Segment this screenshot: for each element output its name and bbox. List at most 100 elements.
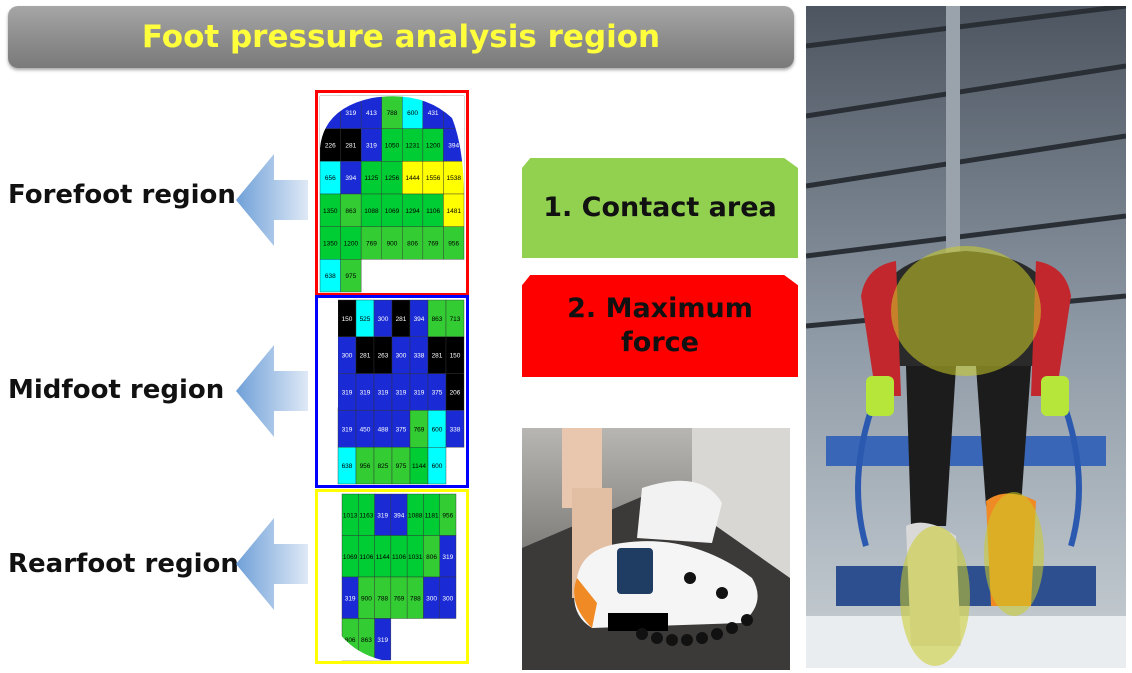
midfoot-cell-value: 150: [450, 353, 461, 360]
foot-pressure-map: 4053194137886004314312262813191050123112…: [312, 88, 472, 666]
forefoot-cell-value: 1294: [405, 208, 420, 215]
forefoot-cell-value: 769: [428, 241, 439, 248]
rearfoot-cell-value: 1106: [392, 554, 406, 561]
rearfoot-cell-value: 900: [361, 595, 372, 602]
rearfoot-cell-value: 1069: [343, 554, 358, 561]
forefoot-cell-value: 319: [345, 110, 356, 117]
forefoot-cell-value: 1088: [364, 208, 379, 215]
foot-outline-mask: [320, 96, 464, 198]
midfoot-cell-value: 281: [360, 353, 371, 360]
midfoot-cell-value: 600: [432, 426, 443, 433]
title-banner: Foot pressure analysis region: [8, 6, 794, 68]
forefoot-cell-value: 1050: [385, 143, 400, 150]
midfoot-cell-value: 281: [396, 316, 407, 323]
midfoot-cell-value: 300: [396, 353, 407, 360]
rearfoot-cell-value: 788: [410, 595, 421, 602]
contact-area-tag: 1. Contact area: [522, 158, 798, 258]
rearfoot-cell-value: 1163: [359, 512, 373, 519]
rearfoot-cell: [439, 576, 457, 619]
forefoot-cell-value: 1069: [385, 208, 400, 215]
maximum-force-label: 2. Maximum force: [567, 293, 753, 358]
rearfoot-cell-value: 806: [345, 637, 356, 644]
forefoot-cell-value: 600: [407, 110, 418, 117]
midfoot-cell: [445, 410, 465, 448]
rearfoot-cell-value: 769: [394, 595, 405, 602]
rearfoot-region-label: Rearfoot region: [8, 549, 239, 579]
forefoot-cell-value: 975: [345, 273, 356, 280]
forefoot-cell-value: 769: [366, 241, 377, 248]
rearfoot-cell: [374, 618, 392, 661]
forefoot-cell: [443, 226, 465, 260]
rearfoot-cell-value: 956: [442, 512, 453, 519]
rearfoot-cell-value: 300: [426, 595, 437, 602]
midfoot-cell-value: 150: [342, 316, 353, 323]
rearfoot-cell-value: 1106: [359, 554, 373, 561]
forefoot-arrow-icon: [236, 154, 308, 246]
rearfoot-region-box: [315, 489, 469, 664]
forefoot-cell-value: 1106: [426, 208, 440, 215]
forefoot-cell-value: 1256: [385, 175, 400, 182]
rearfoot-cell-value: 319: [377, 512, 388, 519]
page-title: Foot pressure analysis region: [141, 19, 661, 55]
rearfoot-cell-value: 319: [377, 637, 388, 644]
contact-area-label: 1. Contact area: [543, 192, 777, 223]
forefoot-region-box: [315, 90, 469, 296]
midfoot-cell-value: 319: [360, 390, 371, 397]
midfoot-cell-value: 450: [360, 426, 371, 433]
midfoot-cell-value: 863: [432, 316, 443, 323]
forefoot-cell-value: 656: [325, 175, 336, 182]
forefoot-cell-value: 413: [366, 110, 377, 117]
midfoot-cell-value: 375: [432, 390, 443, 397]
maximum-force-tag: 2. Maximum force: [522, 275, 798, 377]
rearfoot-cell-value: 1031: [408, 554, 423, 561]
forefoot-cell-value: 863: [345, 208, 356, 215]
forefoot-cell-value: 281: [345, 143, 356, 150]
rearfoot-cell-value: 788: [377, 595, 388, 602]
arch-outline-mask: [320, 300, 338, 408]
midfoot-cell-value: 338: [450, 426, 461, 433]
rearfoot-cell-value: 300: [442, 595, 453, 602]
midfoot-cell-value: 319: [414, 390, 425, 397]
forefoot-region-label: Forefoot region: [8, 180, 236, 210]
forefoot-cell-value: 900: [387, 241, 398, 248]
heel-outline-mask: [320, 588, 464, 660]
forefoot-cell-value: 1444: [405, 175, 420, 182]
midfoot-cell-value: 319: [342, 426, 353, 433]
midfoot-cell-value: 825: [378, 463, 389, 470]
forefoot-cell-value: 1231: [405, 143, 420, 150]
rearfoot-cell-value: 1144: [376, 554, 390, 561]
midfoot-arrow-icon: [236, 345, 308, 437]
midfoot-cell-value: 281: [432, 353, 443, 360]
midfoot-cell-value: 769: [414, 426, 425, 433]
midfoot-cell-value: 319: [342, 390, 353, 397]
midfoot-cell-value: 975: [396, 463, 407, 470]
forefoot-cell-value: 1200: [426, 143, 441, 150]
midfoot-cell-value: 525: [360, 316, 371, 323]
midfoot-cell-value: 319: [396, 390, 407, 397]
rearfoot-cell-value: 319: [442, 554, 453, 561]
skate-sensor-photo: [522, 428, 790, 670]
forefoot-cell-value: 226: [325, 143, 336, 150]
rearfoot-cell-value: 1181: [425, 512, 439, 519]
midfoot-region-label: Midfoot region: [8, 375, 225, 405]
forefoot-cell-value: 1350: [323, 241, 338, 248]
forefoot-cell-value: 1125: [364, 175, 378, 182]
forefoot-cell-value: 319: [366, 143, 377, 150]
rearfoot-cell-value: 1088: [408, 512, 423, 519]
midfoot-cell-value: 713: [450, 316, 461, 323]
midfoot-region-box: [315, 295, 469, 488]
rearfoot-cell-value: 394: [394, 512, 405, 519]
midfoot-cell: [427, 447, 447, 485]
midfoot-cell-value: 638: [342, 463, 353, 470]
midfoot-cell-value: 206: [450, 390, 461, 397]
rearfoot-cell-value: 1013: [343, 512, 358, 519]
midfoot-cell-value: 600: [432, 463, 443, 470]
midfoot-cell-value: 319: [378, 390, 389, 397]
forefoot-cell-value: 788: [387, 110, 398, 117]
skater-photo: [806, 6, 1126, 668]
midfoot-cell-value: 394: [414, 316, 425, 323]
midfoot-cell-value: 300: [378, 316, 389, 323]
rearfoot-arrow-icon: [236, 518, 308, 610]
forefoot-cell-value: 1200: [344, 241, 359, 248]
forefoot-cell-value: 956: [448, 241, 459, 248]
